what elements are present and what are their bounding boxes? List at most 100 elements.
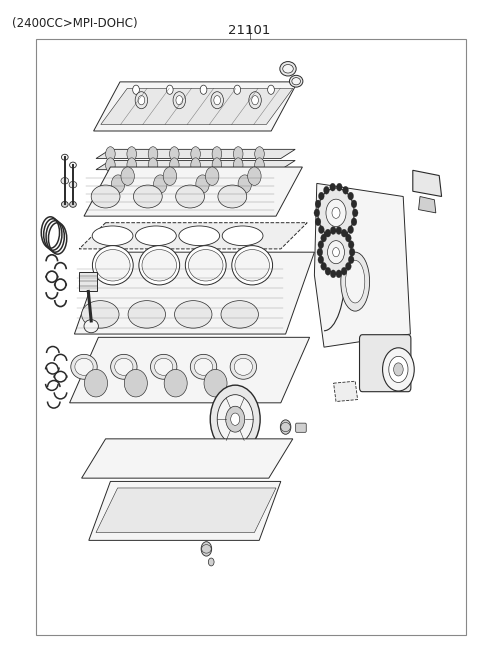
Bar xyxy=(36,39,466,635)
Ellipse shape xyxy=(106,158,115,172)
Circle shape xyxy=(173,92,186,109)
Polygon shape xyxy=(96,488,276,533)
Circle shape xyxy=(315,200,321,208)
Circle shape xyxy=(325,267,331,275)
Ellipse shape xyxy=(232,246,273,285)
Ellipse shape xyxy=(164,369,187,397)
Circle shape xyxy=(348,255,354,263)
Circle shape xyxy=(318,226,324,234)
Ellipse shape xyxy=(194,358,213,375)
Circle shape xyxy=(327,240,345,264)
Ellipse shape xyxy=(283,64,293,73)
Polygon shape xyxy=(334,381,358,402)
Circle shape xyxy=(330,234,336,242)
Circle shape xyxy=(330,270,336,278)
Ellipse shape xyxy=(155,358,173,375)
Ellipse shape xyxy=(233,147,243,161)
Ellipse shape xyxy=(92,226,133,246)
Polygon shape xyxy=(96,149,295,159)
Ellipse shape xyxy=(96,250,130,281)
Ellipse shape xyxy=(230,354,256,379)
Circle shape xyxy=(336,234,342,242)
Circle shape xyxy=(208,558,214,566)
Circle shape xyxy=(248,167,261,185)
Circle shape xyxy=(343,232,348,240)
Circle shape xyxy=(167,85,173,94)
Circle shape xyxy=(349,248,355,256)
Circle shape xyxy=(196,175,209,193)
Circle shape xyxy=(318,241,324,249)
Circle shape xyxy=(210,385,260,453)
Ellipse shape xyxy=(128,301,166,328)
Polygon shape xyxy=(79,223,307,249)
Circle shape xyxy=(234,85,240,94)
Circle shape xyxy=(336,183,342,191)
Circle shape xyxy=(176,96,183,105)
Polygon shape xyxy=(79,272,97,291)
Ellipse shape xyxy=(292,78,300,84)
Ellipse shape xyxy=(280,62,296,76)
Polygon shape xyxy=(94,82,298,131)
Ellipse shape xyxy=(148,158,158,172)
Ellipse shape xyxy=(233,158,243,172)
Circle shape xyxy=(315,218,321,226)
Text: (2400CC>MPI-DOHC): (2400CC>MPI-DOHC) xyxy=(12,17,138,30)
Circle shape xyxy=(330,183,336,191)
Ellipse shape xyxy=(176,185,204,208)
Circle shape xyxy=(318,255,324,263)
Polygon shape xyxy=(419,196,436,213)
Ellipse shape xyxy=(148,147,158,161)
Circle shape xyxy=(249,92,261,109)
Ellipse shape xyxy=(61,202,68,207)
Ellipse shape xyxy=(75,358,93,375)
Circle shape xyxy=(132,85,139,94)
Ellipse shape xyxy=(191,158,201,172)
Polygon shape xyxy=(84,167,302,216)
Ellipse shape xyxy=(341,252,370,311)
Ellipse shape xyxy=(234,358,252,375)
Circle shape xyxy=(138,96,145,105)
Circle shape xyxy=(317,248,323,256)
Circle shape xyxy=(231,413,240,425)
Circle shape xyxy=(326,199,346,227)
Ellipse shape xyxy=(106,147,115,161)
Polygon shape xyxy=(70,337,310,403)
Circle shape xyxy=(217,395,253,443)
Circle shape xyxy=(111,175,125,193)
Ellipse shape xyxy=(235,250,269,281)
Ellipse shape xyxy=(91,185,120,208)
Circle shape xyxy=(336,270,342,278)
Circle shape xyxy=(205,167,219,185)
Circle shape xyxy=(321,263,326,271)
Ellipse shape xyxy=(255,158,264,172)
Ellipse shape xyxy=(110,354,137,379)
Ellipse shape xyxy=(70,202,76,207)
Circle shape xyxy=(389,356,408,383)
Circle shape xyxy=(352,209,358,217)
Circle shape xyxy=(201,542,212,556)
Ellipse shape xyxy=(82,301,119,328)
Polygon shape xyxy=(74,252,314,334)
Circle shape xyxy=(394,363,403,376)
Ellipse shape xyxy=(139,246,180,285)
Ellipse shape xyxy=(189,250,223,281)
Polygon shape xyxy=(89,481,281,540)
Circle shape xyxy=(226,406,245,432)
Circle shape xyxy=(321,231,351,273)
Ellipse shape xyxy=(212,158,222,172)
Circle shape xyxy=(336,227,342,234)
Ellipse shape xyxy=(255,147,264,161)
Ellipse shape xyxy=(289,75,303,87)
Polygon shape xyxy=(101,88,293,124)
Circle shape xyxy=(332,208,340,218)
Ellipse shape xyxy=(190,354,217,379)
Ellipse shape xyxy=(84,369,108,397)
Circle shape xyxy=(341,267,347,275)
Circle shape xyxy=(163,167,177,185)
Ellipse shape xyxy=(185,246,226,285)
Circle shape xyxy=(252,96,258,105)
Ellipse shape xyxy=(142,250,177,281)
Ellipse shape xyxy=(127,147,136,161)
Ellipse shape xyxy=(218,185,247,208)
Circle shape xyxy=(280,420,291,434)
